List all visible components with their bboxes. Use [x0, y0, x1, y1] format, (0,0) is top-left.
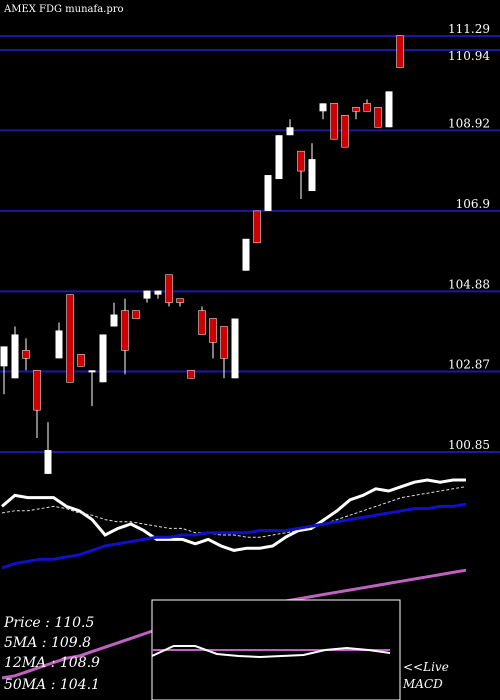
candle-body — [297, 150, 305, 172]
macd-panel — [151, 599, 401, 700]
macd-label: <<Live MACD — [402, 660, 449, 691]
candle-body — [209, 318, 217, 343]
candle-body — [363, 103, 371, 112]
candle-body — [275, 135, 283, 180]
candle-body — [77, 354, 85, 367]
candle-body — [44, 450, 52, 474]
candle-body — [220, 326, 228, 359]
candle-body — [154, 290, 162, 295]
price-level-label: 110.94 — [448, 49, 490, 63]
candle-body — [33, 370, 41, 411]
candle-body — [330, 103, 338, 140]
candle-body — [121, 310, 129, 351]
candle-body — [308, 159, 316, 192]
stat-5ma: 5MA : 109.8 — [4, 635, 91, 651]
chart-title: AMEX FDG munafa.pro — [3, 4, 124, 15]
candle-body — [341, 115, 349, 148]
candle-body — [385, 91, 393, 128]
candle-body — [231, 318, 239, 379]
candle-body — [352, 107, 360, 112]
candle-body — [88, 370, 96, 373]
candle-body — [176, 298, 184, 303]
macd-label-line: <<Live — [403, 660, 449, 674]
candle-body — [55, 330, 63, 359]
price-level-labels: 111.29 110.94 108.92 106.9 104.88 102.87 100.8… — [448, 22, 490, 452]
candle-body — [374, 107, 382, 128]
candle-body — [11, 334, 19, 379]
price-level-label: 108.92 — [448, 116, 490, 130]
price-level-label: 106.9 — [456, 197, 490, 211]
candle-body — [0, 346, 8, 367]
stat-50ma: 50MA : 104.1 — [4, 677, 100, 693]
candle-body — [66, 294, 74, 383]
price-level-label: 111.29 — [448, 22, 490, 36]
candle-body — [253, 210, 261, 244]
candle-body — [187, 370, 195, 379]
candle-body — [22, 350, 30, 359]
candle-body — [99, 334, 107, 383]
candle-body — [286, 127, 294, 136]
candle-body — [396, 35, 404, 68]
candle-body — [132, 310, 140, 319]
ma-line — [1, 502, 467, 570]
candle-body — [143, 290, 151, 299]
price-level-label: 100.85 — [448, 438, 490, 452]
macd-label-line: MACD — [402, 677, 443, 691]
stat-12ma: 12MA : 108.9 — [4, 655, 100, 671]
candle-body — [319, 103, 327, 112]
candle-body — [198, 310, 206, 335]
candle-body — [110, 314, 118, 327]
macd-line — [151, 645, 391, 659]
price-level-label: 102.87 — [448, 358, 490, 372]
ma-line — [1, 478, 466, 552]
ma-line — [1, 486, 467, 538]
price-level-label: 104.88 — [448, 277, 490, 291]
candle-body — [165, 274, 173, 303]
candle-body — [264, 175, 272, 211]
price-grid-lines — [0, 35, 500, 453]
candles — [0, 35, 404, 474]
candle-body — [242, 238, 250, 271]
stat-price: Price : 110.5 — [3, 615, 95, 631]
